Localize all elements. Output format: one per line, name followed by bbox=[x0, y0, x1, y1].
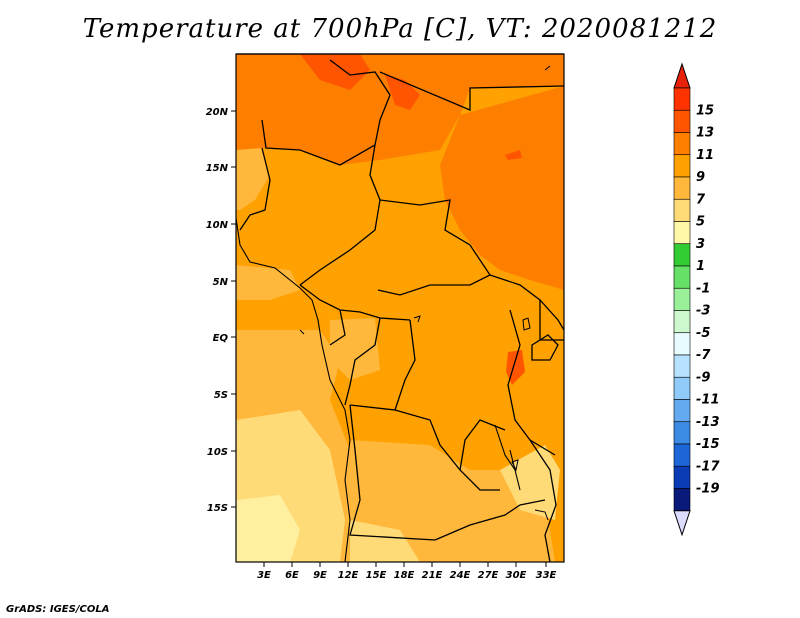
colorbar-bottom-arrow bbox=[673, 510, 691, 537]
svg-text:15N: 15N bbox=[206, 163, 229, 174]
colorbar-swatch bbox=[673, 488, 691, 512]
colorbar-swatch bbox=[673, 132, 691, 156]
colorbar-label: 3 bbox=[696, 237, 705, 252]
colorbar-swatch bbox=[673, 265, 691, 289]
grads-credit: GrADS: IGES/COLA bbox=[6, 604, 110, 615]
svg-text:10N: 10N bbox=[206, 220, 229, 231]
lat-tick-5N: 5N bbox=[213, 277, 236, 288]
svg-text:21E: 21E bbox=[422, 570, 443, 581]
colorbar-swatch bbox=[673, 198, 691, 222]
colorbar-label: -11 bbox=[696, 393, 720, 408]
colorbar-top-arrow bbox=[673, 62, 691, 89]
lat-tick-5S: 5S bbox=[214, 390, 236, 401]
lon-tick-21E: 21E bbox=[422, 562, 443, 581]
svg-text:6E: 6E bbox=[285, 570, 299, 581]
lon-tick-27E: 27E bbox=[478, 562, 499, 581]
colorbar-label: 9 bbox=[696, 170, 705, 185]
colorbar-swatch bbox=[673, 176, 691, 200]
svg-text:33E: 33E bbox=[536, 570, 557, 581]
lon-tick-33E: 33E bbox=[536, 562, 557, 581]
colorbar-swatch bbox=[673, 376, 691, 400]
lat-tick-10S: 10S bbox=[207, 447, 236, 458]
lon-tick-18E: 18E bbox=[394, 562, 415, 581]
lon-tick-15E: 15E bbox=[366, 562, 387, 581]
longitude-axis: 3E 6E 9E 12E 15E 18E 21E 24E 27E 30E 33E bbox=[257, 562, 557, 581]
chart-title: Temperature at 700hPa [C], VT: 202008121… bbox=[82, 14, 718, 44]
colorbar-label: 15 bbox=[696, 103, 714, 118]
colorbar-swatch bbox=[673, 243, 691, 267]
svg-text:15E: 15E bbox=[366, 570, 387, 581]
lat-tick-EQ: EQ bbox=[213, 333, 236, 344]
lat-tick-15N: 15N bbox=[206, 163, 236, 174]
lat-tick-15S: 15S bbox=[207, 503, 236, 514]
colorbar-swatch bbox=[673, 332, 691, 356]
colorbar-label: -7 bbox=[696, 348, 711, 363]
svg-text:15S: 15S bbox=[207, 503, 228, 514]
country-borders bbox=[236, 53, 565, 563]
colorbar-label: -5 bbox=[696, 326, 710, 341]
svg-text:18E: 18E bbox=[394, 570, 415, 581]
colorbar-label: -1 bbox=[696, 281, 710, 296]
colorbar-label: -3 bbox=[696, 304, 710, 319]
svg-text:24E: 24E bbox=[450, 570, 471, 581]
colorbar-label: -15 bbox=[696, 437, 720, 452]
colorbar-label: -9 bbox=[696, 370, 710, 385]
colorbar-label: 5 bbox=[696, 215, 705, 230]
lat-tick-10N: 10N bbox=[206, 220, 236, 231]
svg-text:9E: 9E bbox=[313, 570, 327, 581]
colorbar-swatch bbox=[673, 109, 691, 133]
svg-text:20N: 20N bbox=[206, 107, 229, 118]
map-frame bbox=[235, 53, 565, 563]
latitude-axis: 20N 15N 10N 5N EQ 5S 10S 15S bbox=[206, 107, 236, 514]
colorbar-swatch bbox=[673, 465, 691, 489]
colorbar-swatch bbox=[673, 443, 691, 467]
svg-text:30E: 30E bbox=[506, 570, 527, 581]
lon-tick-3E: 3E bbox=[257, 562, 271, 581]
colorbar-label: 11 bbox=[696, 148, 714, 163]
lon-tick-24E: 24E bbox=[450, 562, 471, 581]
svg-text:EQ: EQ bbox=[213, 333, 229, 344]
lon-tick-9E: 9E bbox=[313, 562, 327, 581]
svg-text:10S: 10S bbox=[207, 447, 228, 458]
colorbar-label: -19 bbox=[696, 482, 720, 497]
lon-tick-6E: 6E bbox=[285, 562, 299, 581]
colorbar-swatch bbox=[673, 221, 691, 245]
colorbar-label: 1 bbox=[696, 259, 705, 274]
colorbar-label: 7 bbox=[696, 192, 706, 207]
colorbar-swatch bbox=[673, 287, 691, 311]
colorbar-swatch bbox=[673, 87, 691, 111]
lakes bbox=[299, 65, 551, 521]
lat-tick-20N: 20N bbox=[206, 107, 236, 118]
colorbar-swatch bbox=[673, 154, 691, 178]
svg-text:3E: 3E bbox=[257, 570, 271, 581]
colorbar-label: 13 bbox=[696, 126, 714, 141]
svg-text:27E: 27E bbox=[478, 570, 499, 581]
colorbar-swatch bbox=[673, 354, 691, 378]
colorbar-label: -17 bbox=[696, 459, 720, 474]
temperature-field bbox=[236, 54, 564, 562]
colorbar-swatch bbox=[673, 310, 691, 334]
colorbar-swatch bbox=[673, 399, 691, 423]
lon-tick-30E: 30E bbox=[506, 562, 527, 581]
svg-text:5S: 5S bbox=[214, 390, 228, 401]
svg-text:12E: 12E bbox=[338, 570, 359, 581]
colorbar-swatch bbox=[673, 421, 691, 445]
lon-tick-12E: 12E bbox=[338, 562, 359, 581]
svg-text:5N: 5N bbox=[213, 277, 229, 288]
colorbar-label: -13 bbox=[696, 415, 720, 430]
colorbar: 15 13 11 9 7 5 3 1 -1 -3 -5 -7 -9 -11 -13 -15 -17 -19 bbox=[673, 62, 720, 537]
